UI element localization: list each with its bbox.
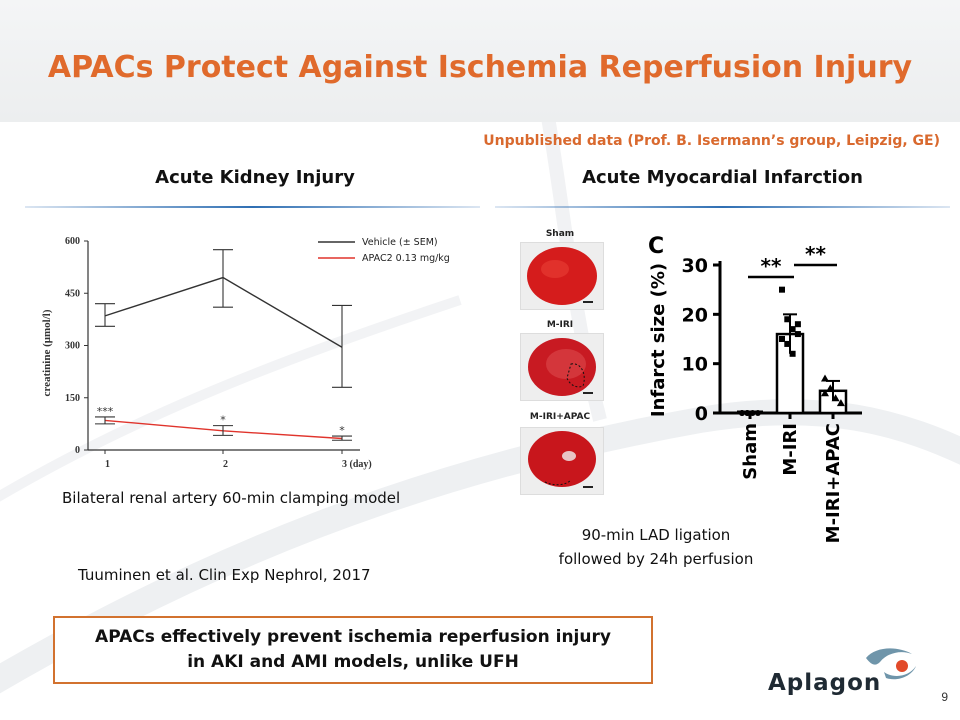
y-tick-label: 300: [65, 341, 80, 352]
x-tick-label: 2: [223, 459, 228, 470]
legend-apac2: APAC2 0.13 mg/kg: [362, 253, 450, 264]
data-point: [789, 326, 796, 333]
significance-marker: *: [220, 414, 226, 427]
x-tick-label: 3 (day): [342, 459, 372, 470]
data-point: [784, 340, 791, 347]
x-category-label: Sham: [740, 423, 761, 480]
mi-caption-line1: 90-min LAD ligation: [581, 526, 731, 544]
y-tick-label: 0: [75, 445, 80, 456]
kidney-citation: Tuuminen et al. Clin Exp Nephrol, 2017: [78, 566, 371, 584]
heart-image-miri: [520, 333, 604, 401]
y-tick-label: 450: [65, 288, 80, 299]
aplagon-logo-icon: [866, 648, 916, 680]
page-number: 9: [941, 690, 948, 704]
significance-stars: **: [761, 254, 782, 278]
data-point: [821, 389, 829, 397]
infarct-y-axis-label: Infarct size (%): [648, 263, 669, 417]
creatinine-legend: Vehicle (± SEM) APAC2 0.13 mg/kg: [318, 237, 450, 264]
data-point: [754, 410, 761, 416]
x-category-label: M-IRI: [780, 423, 801, 476]
data-point: [826, 384, 835, 392]
x-tick-label: 1: [105, 459, 110, 470]
data-point: [779, 336, 785, 342]
y-tick-label: 0: [695, 403, 708, 425]
y-tick-label: 600: [65, 236, 80, 247]
x-category-label: M-IRI+APAC: [823, 423, 844, 543]
heart-label-miri: M-IRI: [546, 320, 574, 330]
heart-image-miri-apac: [520, 427, 604, 495]
mi-caption-line2: followed by 24h perfusion: [558, 550, 754, 568]
source-note: Unpublished data (Prof. B. Isermann’s gr…: [483, 133, 940, 149]
significance-marker: *: [339, 424, 345, 437]
data-point: [789, 350, 796, 357]
significance-stars: **: [805, 242, 826, 266]
y-tick-label: 10: [682, 354, 708, 376]
kidney-model-caption: Bilateral renal artery 60-min clamping m…: [62, 489, 401, 507]
heart-image-sham: [520, 242, 604, 310]
aplagon-logo: Aplagon: [762, 640, 922, 700]
heart-label-miri-apac: M-IRI+APAC: [529, 412, 591, 422]
title-banner: [0, 0, 960, 122]
data-point: [739, 410, 745, 416]
legend-vehicle: Vehicle (± SEM): [362, 237, 438, 248]
creatinine-y-axis-label: creatinine (μmol/l): [41, 309, 53, 396]
right-heading-divider: [495, 206, 950, 208]
conclusion-line2: in AKI and AMI models, unlike UFH: [187, 652, 519, 672]
heart-section-images: Sham M-IRI M-IRI+APAC: [515, 225, 615, 500]
data-point: [794, 331, 801, 338]
slide-title: APACs Protect Against Ischemia Reperfusi…: [47, 50, 913, 85]
right-heading: Acute Myocardial Infarction: [582, 167, 863, 188]
aplagon-wordmark: Aplagon: [768, 670, 882, 696]
data-point: [831, 394, 840, 402]
significance-marker: ***: [97, 405, 114, 418]
data-point: [836, 399, 845, 407]
y-tick-label: 20: [682, 304, 708, 326]
conclusion-line1: APACs effectively prevent ischemia reper…: [95, 627, 611, 647]
data-point: [794, 321, 801, 328]
y-tick-label: 30: [682, 255, 708, 277]
left-heading: Acute Kidney Injury: [155, 167, 355, 188]
data-point: [784, 316, 791, 323]
mi-model-caption: 90-min LAD ligation followed by 24h perf…: [495, 523, 817, 571]
data-point: [821, 374, 829, 382]
infarct-size-bar-chart: C Infarct size (%) 0 10 20 30 Sham M-IRI M-IRI…: [648, 234, 862, 543]
conclusion-box: APACs effectively prevent ischemia reper…: [53, 616, 653, 684]
data-point: [779, 286, 785, 293]
y-tick-label: 150: [65, 393, 80, 404]
heart-label-sham: Sham: [545, 229, 575, 239]
left-heading-divider: [25, 206, 480, 208]
panel-label-c: C: [648, 234, 664, 259]
